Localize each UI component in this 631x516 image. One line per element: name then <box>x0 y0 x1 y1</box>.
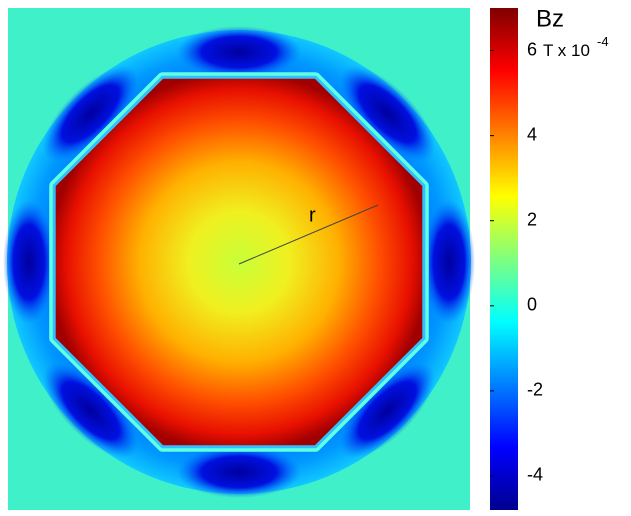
annotation: r <box>309 204 316 226</box>
colorbar-tick-label: 6 <box>527 39 537 59</box>
field-image: r <box>3 8 475 510</box>
colorbar-tick-label: -2 <box>527 380 543 400</box>
field-lobe <box>42 65 139 162</box>
field-lobe <box>177 446 301 498</box>
colorbar-tick-label: 0 <box>527 295 537 315</box>
field-lobe <box>423 200 475 324</box>
radius-line <box>238 204 379 265</box>
colorbar-tick-label: 2 <box>527 209 537 229</box>
colorbar-unit-exponent: -4 <box>597 34 609 49</box>
field-lobe <box>42 362 139 459</box>
colorbar <box>490 8 518 510</box>
field-lobe <box>339 65 436 162</box>
field-lobe <box>339 362 436 459</box>
colorbar-title: Bz <box>536 5 564 32</box>
field-octagon <box>52 75 426 449</box>
colorbar-tick-label: -4 <box>527 465 543 485</box>
field-lobe <box>3 200 55 324</box>
colorbar-tick-label: 4 <box>527 124 537 144</box>
colorbar-unit: T x 10 <box>543 41 590 60</box>
field-lobe <box>177 26 301 78</box>
